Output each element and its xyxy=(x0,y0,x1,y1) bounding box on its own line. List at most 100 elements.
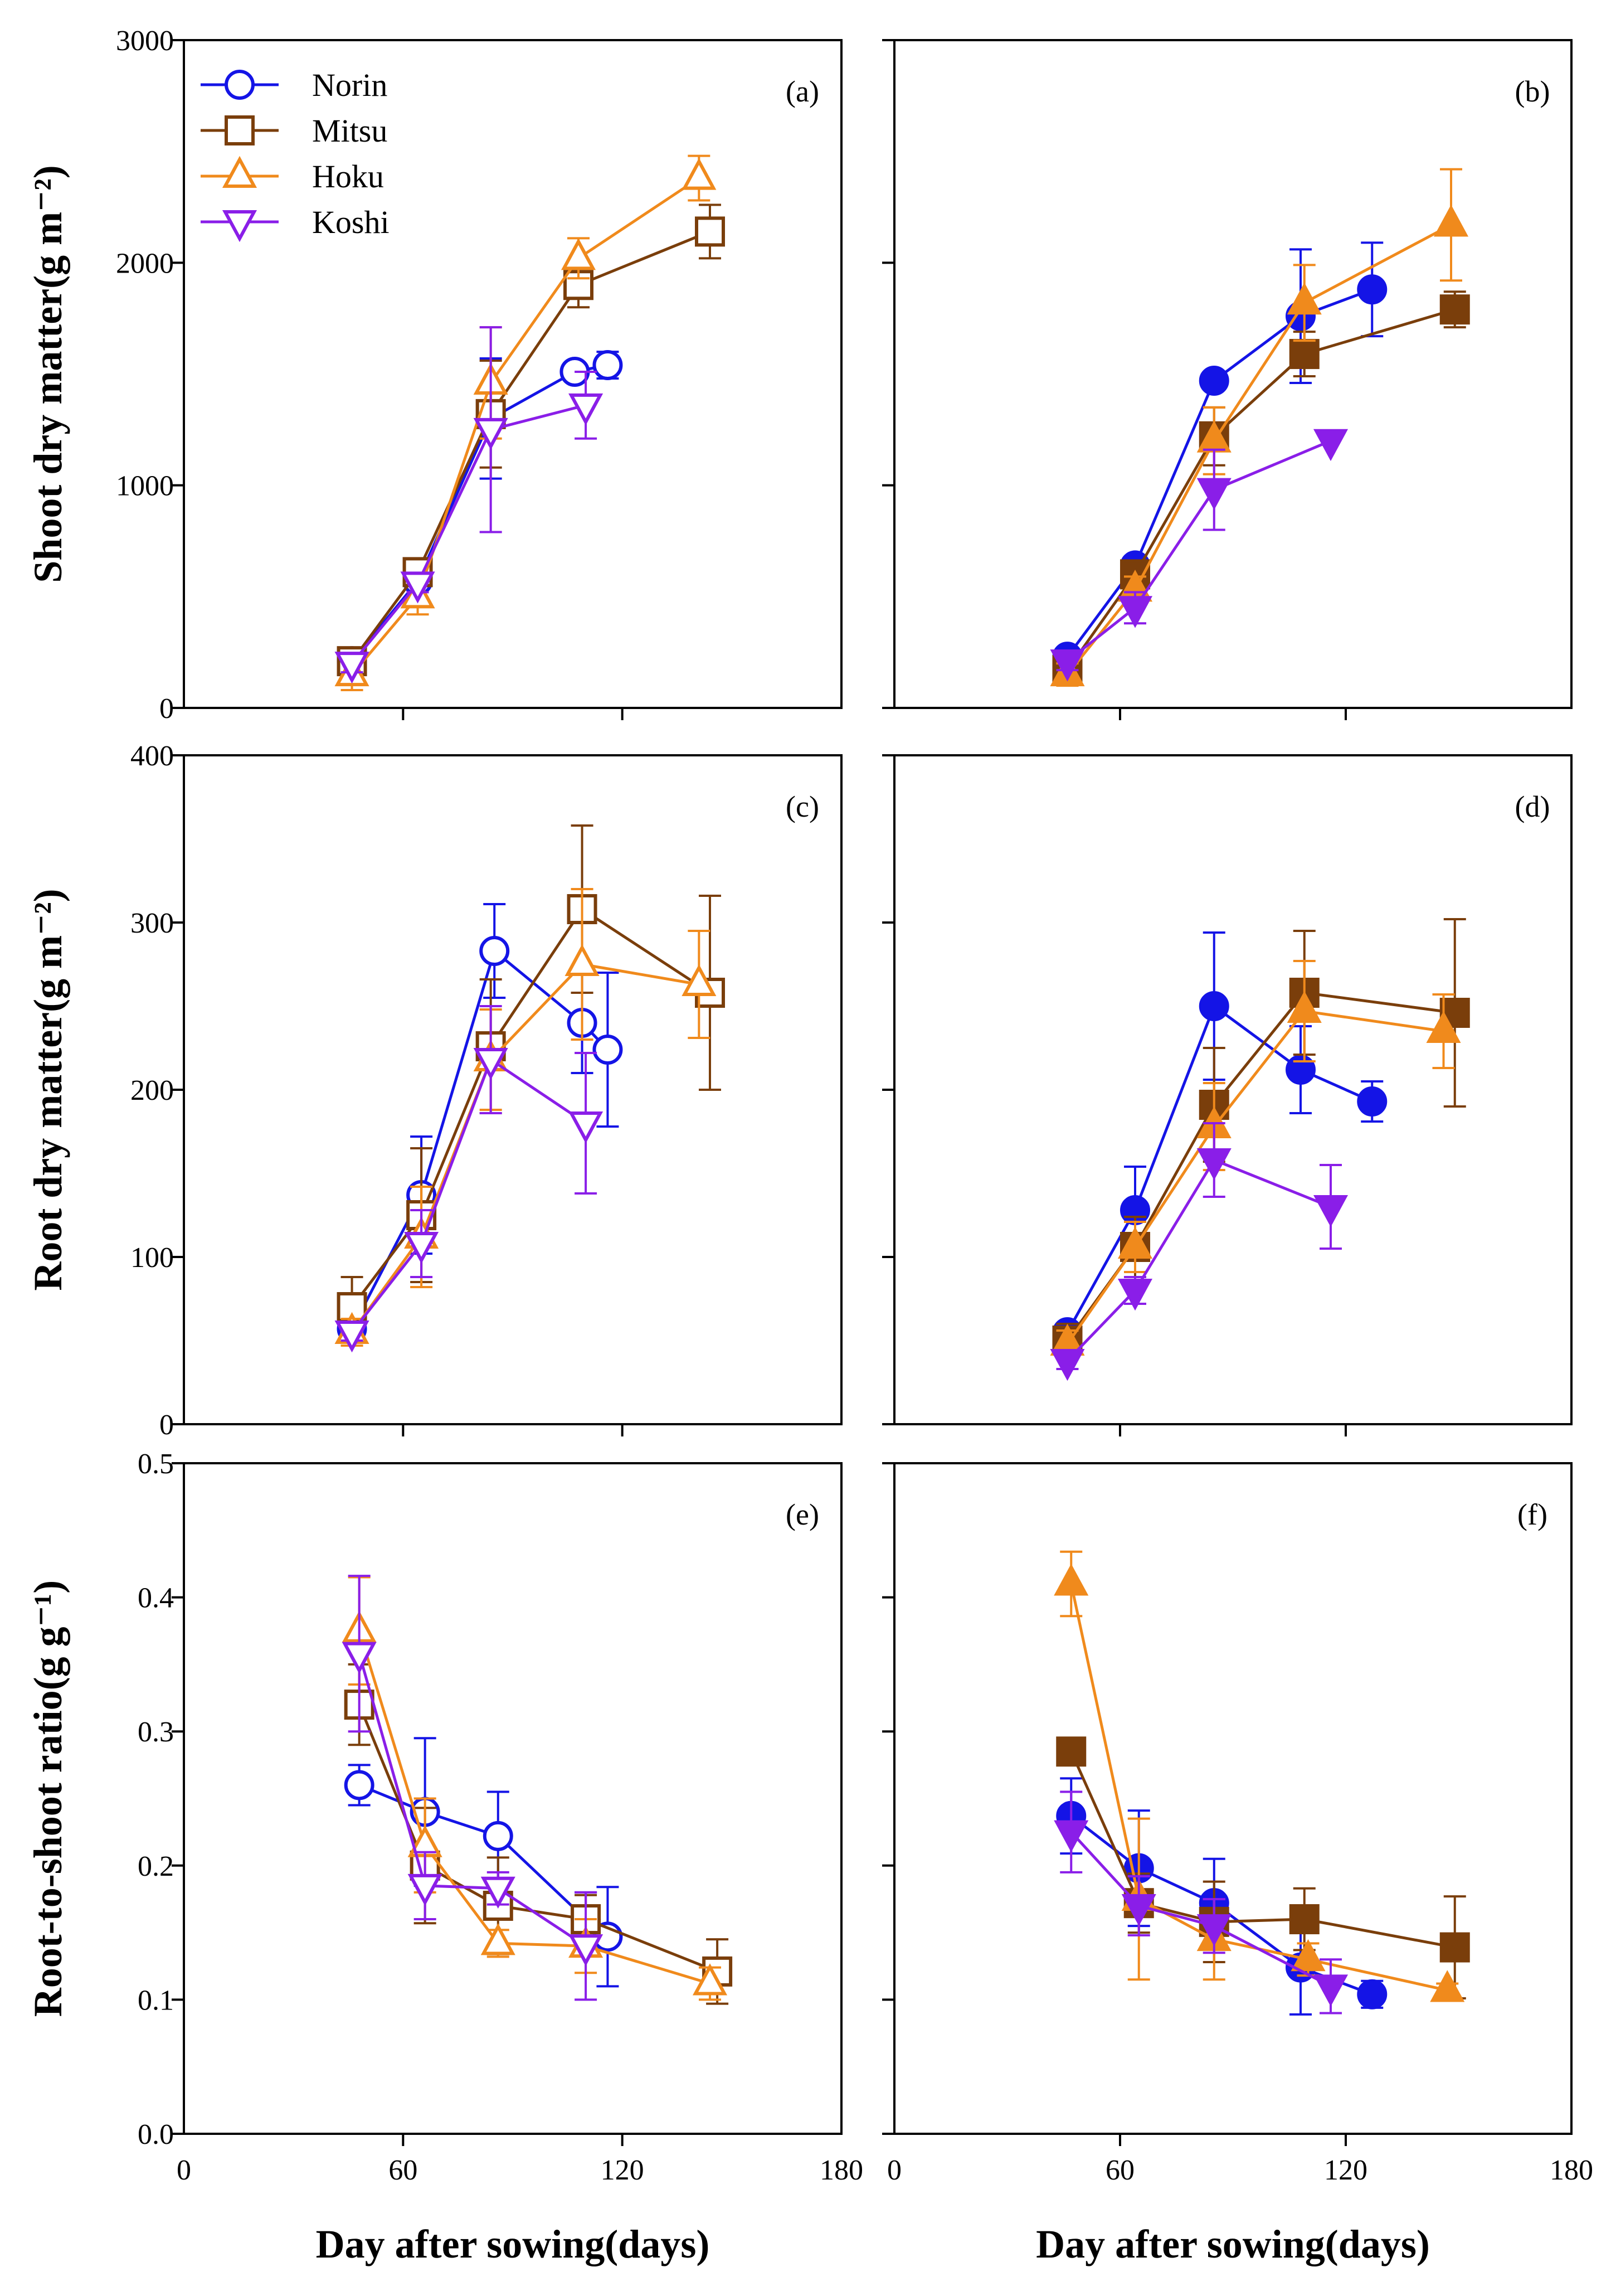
legend-marker xyxy=(222,210,257,242)
series-line xyxy=(358,1653,587,1948)
data-point xyxy=(473,1048,508,1080)
data-point xyxy=(1439,1932,1470,1963)
series-mitsu xyxy=(337,824,725,1338)
data-point xyxy=(1117,596,1153,628)
series-koshi xyxy=(1050,1122,1349,1381)
x-tick-label: 0 xyxy=(887,2154,902,2186)
data-point xyxy=(1054,1564,1089,1596)
data-point xyxy=(1050,1349,1085,1381)
data-point xyxy=(592,350,623,381)
data-point xyxy=(1199,991,1229,1021)
series-mitsu xyxy=(344,1663,733,2005)
series-line xyxy=(1069,1583,1448,1992)
series-koshi xyxy=(334,1005,603,1353)
plot-frame xyxy=(893,1462,1573,2135)
plot-frame xyxy=(183,1462,843,2135)
data-point xyxy=(1117,1226,1153,1259)
panel-label: (d) xyxy=(1515,790,1550,823)
data-point xyxy=(1054,1820,1089,1852)
data-point xyxy=(1426,1011,1461,1043)
data-point xyxy=(480,1923,515,1955)
y-axis-label: Root-to-shoot ratio(g g⁻¹) xyxy=(26,1580,70,2017)
data-point xyxy=(334,652,369,684)
panel-label: (a) xyxy=(786,75,819,108)
panel-f: 0 60 120 180 (f) xyxy=(882,1462,1593,2186)
panel-label: (c) xyxy=(786,790,819,823)
data-point xyxy=(480,1876,515,1909)
x-tick-label: 60 xyxy=(388,2154,417,2186)
y-tick-label: 2000 xyxy=(116,247,174,279)
series-koshi xyxy=(1054,1790,1349,2015)
y-tick-label: 200 xyxy=(130,1075,174,1106)
series-line xyxy=(351,1057,587,1333)
x-tick-label: 180 xyxy=(1550,2154,1593,2186)
data-point xyxy=(568,1111,603,1144)
y-axis-label: Shoot dry matter(g m⁻²) xyxy=(26,165,70,583)
x-axis-label: Day after sowing(days) xyxy=(1036,2222,1430,2266)
x-tick-label: 180 xyxy=(820,2154,863,2186)
data-point xyxy=(473,418,508,450)
data-point xyxy=(695,216,725,247)
data-point xyxy=(568,1934,603,1967)
data-point xyxy=(561,238,596,270)
legend: Norin Mitsu Hoku Koshi xyxy=(201,67,390,242)
data-point xyxy=(1439,294,1470,325)
data-point xyxy=(1286,1055,1316,1085)
data-point xyxy=(1196,478,1232,510)
data-point xyxy=(682,158,717,190)
legend-marker xyxy=(225,115,255,145)
data-point xyxy=(479,936,510,966)
data-point xyxy=(1050,649,1085,682)
series-norin xyxy=(1052,931,1388,1347)
series-koshi xyxy=(334,326,603,684)
data-point xyxy=(1196,1148,1232,1181)
data-point xyxy=(1433,205,1469,237)
data-point xyxy=(407,1873,442,1906)
data-point xyxy=(692,1963,728,1996)
legend-label: Mitsu xyxy=(312,113,387,149)
series-mitsu xyxy=(1052,290,1470,686)
x-tick-label: 120 xyxy=(601,2154,644,2186)
y-tick-label: 100 xyxy=(130,1242,174,1274)
panel-b: (b) xyxy=(882,39,1573,720)
y-tick-label: 0.4 xyxy=(138,1583,174,1614)
series-mitsu xyxy=(337,203,725,677)
x-tick-label: 60 xyxy=(1106,2154,1135,2186)
y-tick-label: 400 xyxy=(130,740,174,772)
data-point xyxy=(334,1321,369,1353)
legend-label: Hoku xyxy=(312,158,384,195)
y-tick-label: 0 xyxy=(159,693,174,725)
data-point xyxy=(592,1035,623,1065)
panel-d: (d) xyxy=(882,754,1573,1436)
series-hoku xyxy=(342,1576,728,2001)
x-tick-label: 0 xyxy=(177,2154,191,2186)
panel-a: 0 1000 2000 3000 (a) Shoot dry matter(g m⁻²) N… xyxy=(26,25,843,725)
panel-label: (f) xyxy=(1517,1498,1547,1531)
data-point xyxy=(1313,1195,1349,1227)
plot-frame xyxy=(183,39,843,709)
series-koshi xyxy=(342,1575,603,2001)
y-tick-label: 300 xyxy=(130,907,174,939)
y-tick-label: 0 xyxy=(159,1409,174,1441)
series-hoku xyxy=(1050,168,1469,687)
series-line xyxy=(1066,1158,1331,1362)
data-point xyxy=(404,1232,439,1264)
data-point xyxy=(1357,274,1388,305)
plot-frame xyxy=(893,754,1573,1425)
legend-marker xyxy=(225,70,255,100)
plot-frame xyxy=(893,39,1573,709)
data-point xyxy=(344,1770,374,1800)
series-line xyxy=(351,963,699,1333)
series-hoku xyxy=(1054,1550,1465,2002)
data-point xyxy=(1287,991,1322,1023)
y-axis-label: Root dry matter(g m⁻²) xyxy=(26,889,70,1290)
data-point xyxy=(1289,339,1320,370)
data-point xyxy=(1287,282,1322,315)
data-point xyxy=(568,393,603,426)
data-point xyxy=(1056,1736,1087,1767)
plot-frame xyxy=(183,754,843,1425)
series-line xyxy=(351,948,609,1330)
series-mitsu xyxy=(1052,918,1470,1358)
panel-c: 0 100 200 300 400 (c) Root dry matter(g m⁻²) xyxy=(26,740,843,1441)
